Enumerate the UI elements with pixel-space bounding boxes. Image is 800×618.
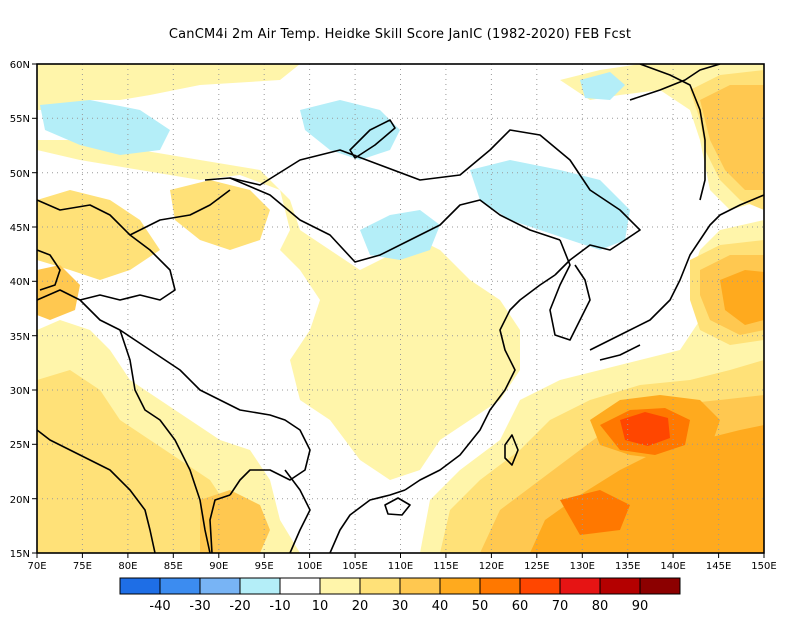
coastlines <box>37 64 764 553</box>
colorbar-label: 60 <box>512 599 529 614</box>
x-tick-label: 120E <box>479 561 504 572</box>
colorbar-swatch <box>599 577 641 595</box>
colorbar-swatch <box>359 577 401 595</box>
gridlines <box>37 64 764 553</box>
colorbar-label: -20 <box>229 599 250 614</box>
colorbar-swatch <box>239 577 281 595</box>
colorbar-swatch <box>279 577 321 595</box>
y-tick-label: 45N <box>10 223 30 234</box>
map-title: CanCM4i 2m Air Temp. Heidke Skill Score … <box>168 27 632 42</box>
x-tick-label: 80E <box>118 561 137 572</box>
y-tick-label: 35N <box>10 332 30 343</box>
x-tick-label: 75E <box>73 561 92 572</box>
colorbar-swatch <box>199 577 241 595</box>
y-tick-label: 50N <box>10 169 30 180</box>
colorbar-swatch <box>559 577 601 595</box>
y-tick-label: 40N <box>10 277 30 288</box>
x-tick-label: 115E <box>433 561 458 572</box>
x-tick-label: 70E <box>27 561 46 572</box>
y-tick-label: 55N <box>10 114 30 125</box>
colorbar-swatch <box>479 577 521 595</box>
x-tick-label: 125E <box>524 561 549 572</box>
colorbar-label: 30 <box>392 599 409 614</box>
x-tick-label: 130E <box>570 561 595 572</box>
colorbar: -40 -30 -20 -10 10 20 30 40 50 60 70 80 … <box>119 577 681 614</box>
colorbar-swatch <box>319 577 361 595</box>
shaded-regions <box>37 64 764 553</box>
x-tick-label: 105E <box>342 561 367 572</box>
x-tick-label: 100E <box>297 561 322 572</box>
y-tick-label: 30N <box>10 386 30 397</box>
y-tick-label: 25N <box>10 440 30 451</box>
colorbar-label: 40 <box>432 599 449 614</box>
colorbar-label: -30 <box>189 599 210 614</box>
colorbar-swatch <box>519 577 561 595</box>
colorbar-swatch <box>639 577 681 595</box>
colorbar-label: -10 <box>269 599 290 614</box>
colorbar-label: 50 <box>472 599 489 614</box>
y-tick-label: 60N <box>10 60 30 71</box>
x-tick-label: 145E <box>706 561 731 572</box>
y-tick-label: 20N <box>10 495 30 506</box>
x-tick-label: 135E <box>615 561 640 572</box>
colorbar-label: 80 <box>592 599 609 614</box>
x-tick-label: 90E <box>209 561 228 572</box>
x-tick-label: 85E <box>164 561 183 572</box>
x-tick-label: 95E <box>255 561 274 572</box>
y-tick-label: 15N <box>10 549 30 560</box>
x-tick-label: 140E <box>660 561 685 572</box>
colorbar-label: 70 <box>552 599 569 614</box>
colorbar-swatch <box>439 577 481 595</box>
colorbar-swatch <box>159 577 201 595</box>
y-axis: 60N 55N 50N 45N 40N 35N 30N 25N 20N 15N <box>10 60 37 560</box>
colorbar-label: 20 <box>352 599 369 614</box>
x-tick-label: 110E <box>388 561 413 572</box>
colorbar-label: -40 <box>149 599 170 614</box>
colorbar-swatch <box>399 577 441 595</box>
colorbar-label: 10 <box>312 599 329 614</box>
x-tick-label: 150E <box>751 561 776 572</box>
colorbar-swatch <box>119 577 161 595</box>
colorbar-label: 90 <box>632 599 649 614</box>
x-axis: 70E 75E 80E 85E 90E 95E 100E 105E 110E 1… <box>27 553 777 572</box>
